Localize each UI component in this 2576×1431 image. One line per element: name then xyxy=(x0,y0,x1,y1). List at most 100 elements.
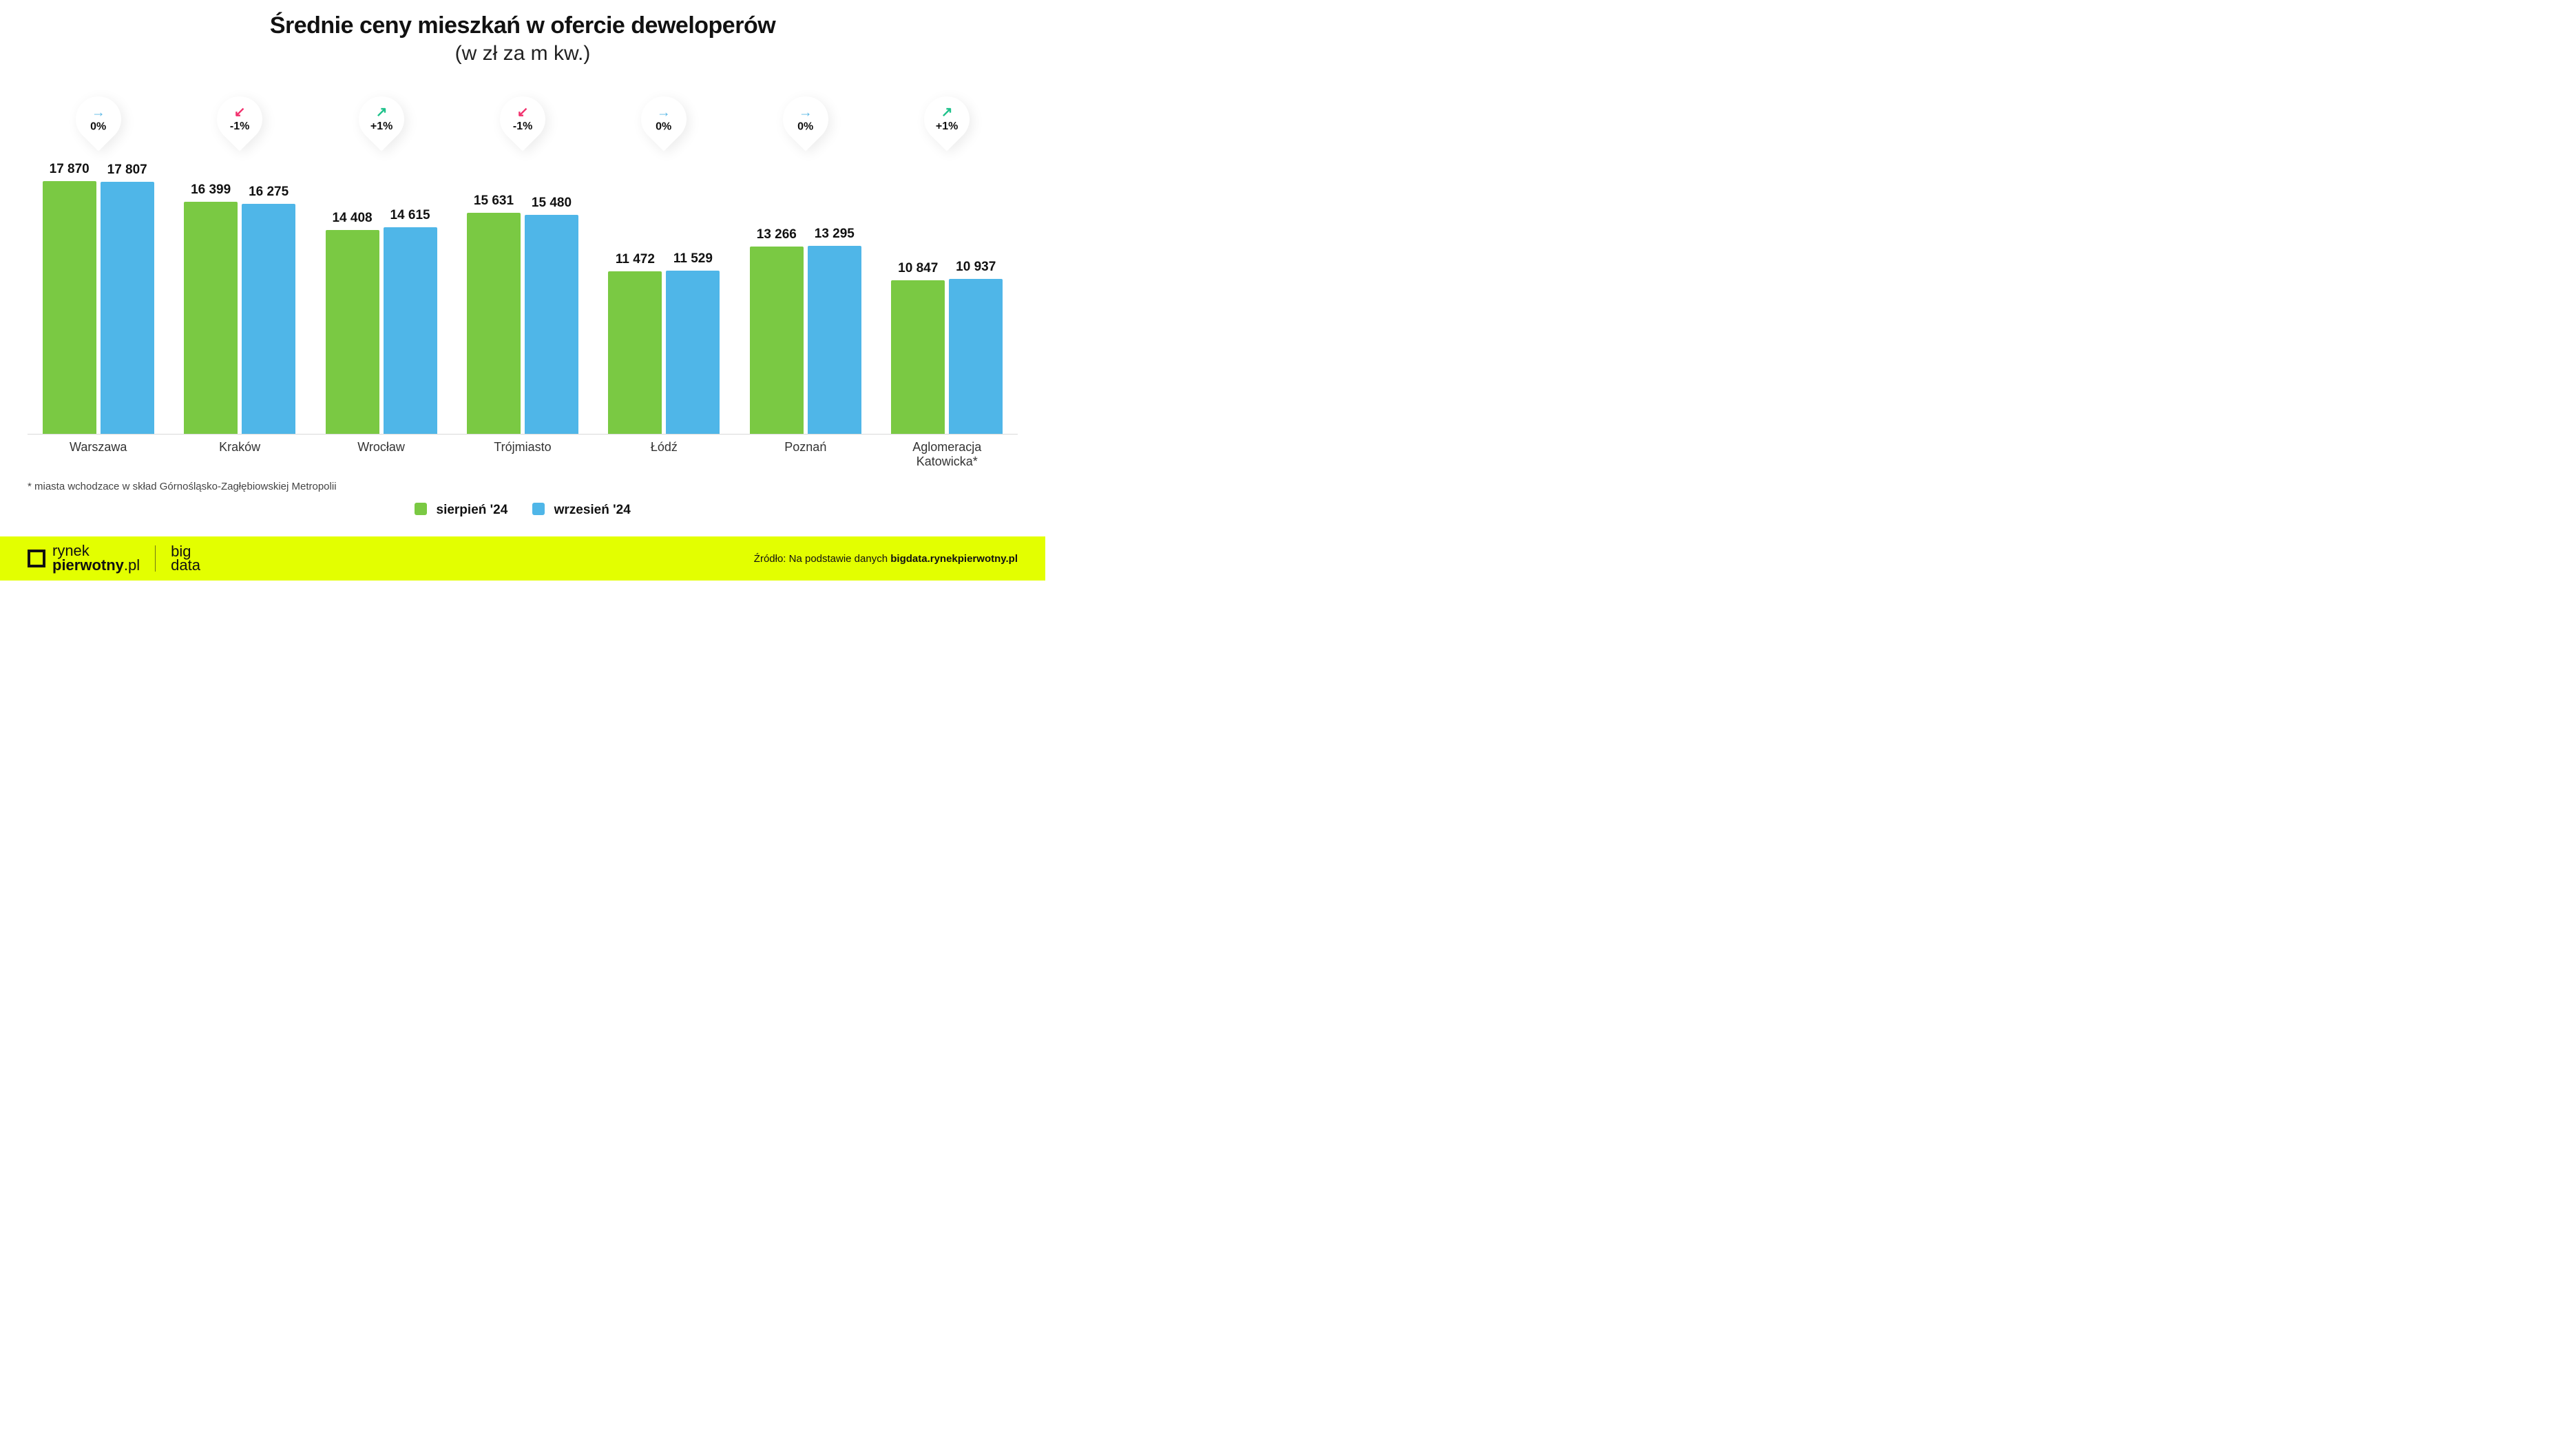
arrow-up-icon: ↗ xyxy=(375,105,387,119)
chart-header: Średnie ceny mieszkań w ofercie dewelope… xyxy=(0,0,1045,65)
bar-pair: 11 472 11 529 xyxy=(608,172,720,434)
x-axis: WarszawaKrakówWrocławTrójmiastoŁódźPozna… xyxy=(28,434,1018,455)
bar-value-label: 13 266 xyxy=(757,227,797,242)
bar xyxy=(525,215,578,434)
bar-value-label: 16 399 xyxy=(191,182,231,198)
bar-value-label: 15 480 xyxy=(532,196,572,211)
arrow-down-icon: ↙ xyxy=(517,105,529,119)
logo-bd-line2: data xyxy=(171,556,200,574)
bar xyxy=(891,280,945,434)
trend-badge: ↙ -1% xyxy=(490,87,554,151)
legend-label-b: wrzesień '24 xyxy=(554,503,631,517)
legend-label-a: sierpień '24 xyxy=(437,503,508,517)
bar-value-label: 16 275 xyxy=(249,185,289,200)
trend-value: -1% xyxy=(230,121,249,133)
bar xyxy=(808,246,861,434)
chart-plot: →0%17 87017 807↙-1%16 39916 275↗+1%14 40… xyxy=(28,96,1018,455)
bar-value-label: 15 631 xyxy=(474,194,514,209)
logo-rp-line2-bold: pierwotny xyxy=(52,556,124,574)
logo-square-icon xyxy=(28,550,45,567)
bar-pair: 13 266 13 295 xyxy=(750,172,861,434)
trend-value: +1% xyxy=(370,121,392,133)
bar-value-label: 14 615 xyxy=(390,208,430,223)
bar-group: →0%17 87017 807 xyxy=(28,96,169,455)
logo-rp-suffix: .pl xyxy=(124,556,140,574)
bar-value-label: 13 295 xyxy=(815,227,855,242)
bar xyxy=(949,279,1003,434)
bar-value-label: 17 807 xyxy=(107,163,147,178)
trend-badge: ↗ +1% xyxy=(349,87,413,151)
bar-value-label: 17 870 xyxy=(50,162,90,177)
category-label: Kraków xyxy=(169,435,310,455)
bar-wrap: 11 529 xyxy=(666,251,720,434)
bar xyxy=(101,182,154,434)
bar xyxy=(666,271,720,434)
source-bold: bigdata.rynekpierwotny.pl xyxy=(890,553,1018,565)
bar-pair: 14 408 14 615 xyxy=(326,172,437,434)
footer-bar: rynek pierwotny.pl big data Źródło: Na p… xyxy=(0,536,1045,581)
legend-item-b: wrzesień '24 xyxy=(532,503,630,518)
arrow-right-icon: → xyxy=(657,105,671,119)
category-label: AglomeracjaKatowicka* xyxy=(877,435,1018,455)
bar-wrap: 10 937 xyxy=(949,260,1003,434)
category-label: Łódź xyxy=(594,435,735,455)
source-prefix: Źródło: Na podstawie danych xyxy=(754,553,890,565)
bar-wrap: 11 472 xyxy=(608,252,662,434)
bar xyxy=(326,230,379,434)
logo-divider xyxy=(155,545,156,572)
bar-value-label: 11 472 xyxy=(616,252,655,267)
bar-pair: 15 631 15 480 xyxy=(467,172,578,434)
category-label: Warszawa xyxy=(28,435,169,455)
bar-wrap: 10 847 xyxy=(891,261,945,434)
category-label: Trójmiasto xyxy=(452,435,593,455)
arrow-up-icon: ↗ xyxy=(941,105,953,119)
trend-badge: ↗ +1% xyxy=(915,87,979,151)
category-label: Wrocław xyxy=(311,435,452,455)
bar-group: ↙ -1% 15 631 15 480 xyxy=(452,96,593,455)
bar-wrap: 13 266 xyxy=(750,227,804,434)
bar-wrap: 13 295 xyxy=(808,227,861,434)
chart-title: Średnie ceny mieszkań w ofercie dewelope… xyxy=(0,12,1045,39)
trend-value: +1% xyxy=(936,121,958,133)
trend-value: 0% xyxy=(90,121,106,133)
bar-pair: 16 399 16 275 xyxy=(184,172,295,434)
bar-wrap: 17 807 xyxy=(101,163,154,434)
bar xyxy=(467,213,521,434)
bar-group: → 0% 11 472 11 529 xyxy=(594,96,735,455)
legend: sierpień '24 wrzesień '24 xyxy=(0,503,1045,518)
arrow-down-icon: ↙ xyxy=(234,105,246,119)
trend-value: 0% xyxy=(797,121,813,133)
bar-wrap: 15 631 xyxy=(467,194,521,434)
bar xyxy=(43,181,96,434)
trend-badge: ↙ -1% xyxy=(207,87,271,151)
bar-group: ↗ +1% 10 847 10 937 xyxy=(877,96,1018,455)
bar xyxy=(184,202,238,434)
footnote: * miasta wchodzace w skład Górnośląsko-Z… xyxy=(28,481,337,492)
arrow-right-icon: → xyxy=(92,105,105,119)
category-label: Poznań xyxy=(735,435,876,455)
arrow-right-icon: → xyxy=(799,105,813,119)
bar xyxy=(242,204,295,434)
trend-badge: → 0% xyxy=(632,87,696,151)
logo-rynekpierwotny: rynek pierwotny.pl xyxy=(28,544,140,573)
bar-wrap: 15 480 xyxy=(525,196,578,434)
bar-wrap: 14 408 xyxy=(326,211,379,434)
bar-group: ↙ -1% 16 399 16 275 xyxy=(169,96,310,455)
bar-wrap: 16 275 xyxy=(242,185,295,434)
trend-value: -1% xyxy=(513,121,532,133)
bar-group: → 0% 13 266 13 295 xyxy=(735,96,876,455)
bar xyxy=(750,247,804,434)
legend-swatch-a xyxy=(415,503,427,515)
footer-logos: rynek pierwotny.pl big data xyxy=(28,544,200,573)
chart-subtitle: (w zł za m kw.) xyxy=(0,42,1045,65)
trend-value: 0% xyxy=(656,121,672,133)
bar-wrap: 14 615 xyxy=(384,208,437,434)
bar-pair: 17 87017 807 xyxy=(43,172,154,434)
legend-item-a: sierpień '24 xyxy=(415,503,507,518)
bar-pair: 10 847 10 937 xyxy=(891,172,1003,434)
source-text: Źródło: Na podstawie danych bigdata.ryne… xyxy=(754,553,1018,565)
legend-swatch-b xyxy=(532,503,545,515)
bar-wrap: 16 399 xyxy=(184,182,238,434)
bar-group: ↗ +1% 14 408 14 615 xyxy=(311,96,452,455)
bar-value-label: 10 937 xyxy=(956,260,996,275)
